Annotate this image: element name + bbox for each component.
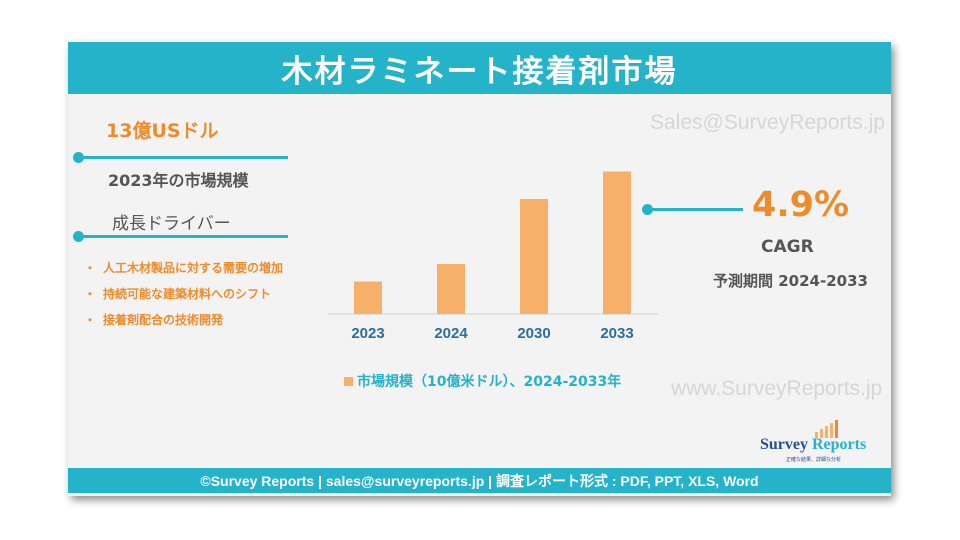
- cagr-label: CAGR: [761, 237, 814, 257]
- divider-line: [78, 156, 288, 159]
- market-size-value: 13億USドル: [106, 120, 219, 142]
- drivers-heading: 成長ドライバー: [112, 214, 231, 234]
- logo-bars-icon: [815, 420, 838, 438]
- divider-line: [78, 235, 288, 238]
- bar-2024: [437, 264, 465, 314]
- infographic-card: 木材ラミネート接着剤市場 Sales@SurveyReports.jp www.…: [68, 42, 891, 496]
- drivers-list: 人工木材製品に対する需要の増加 持続可能な建築材料へのシフト 接着剤配合の技術開…: [84, 257, 284, 335]
- bar-2023: [354, 281, 382, 314]
- x-tick-label: 2023: [351, 325, 384, 342]
- market-size-caption: 2023年の市場規模: [108, 171, 249, 190]
- bar-2030: [520, 199, 548, 314]
- survey-reports-logo: Survey Reports 正確な結果、詳細な分析: [760, 412, 890, 463]
- list-item: 接着剤配合の技術開発: [84, 309, 284, 331]
- list-item: 持続可能な建築材料へのシフト: [84, 283, 284, 305]
- page-title: 木材ラミネート接着剤市場: [68, 42, 891, 94]
- footer-bar: ©Survey Reports | sales@surveyreports.jp…: [68, 468, 891, 493]
- watermark-email: Sales@SurveyReports.jp: [650, 111, 885, 134]
- x-tick-label: 2024: [434, 325, 468, 342]
- x-tick-label: 2030: [517, 325, 550, 342]
- logo-tagline: 正確な結果、詳細な分析: [786, 457, 842, 463]
- cagr-value: 4.9%: [752, 185, 850, 225]
- forecast-period: 予測期間 2024-2033: [713, 272, 868, 290]
- legend-swatch: [344, 376, 353, 386]
- cagr-pointer-dot: [642, 204, 653, 215]
- x-tick-label: 2033: [600, 325, 633, 342]
- legend-label: 市場規模（10億米ドル）、2024-2033年: [357, 374, 622, 390]
- cagr-pointer-line: [648, 208, 743, 211]
- list-item: 人工木材製品に対する需要の増加: [84, 257, 284, 279]
- logo-text: Survey Reports: [760, 436, 867, 453]
- chart-legend: 市場規模（10億米ドル）、2024-2033年: [344, 371, 621, 391]
- bar-chart: 2023 2024 2030 2033: [328, 171, 658, 342]
- watermark-url: www.SurveyReports.jp: [671, 377, 883, 400]
- bar-2033: [603, 171, 631, 314]
